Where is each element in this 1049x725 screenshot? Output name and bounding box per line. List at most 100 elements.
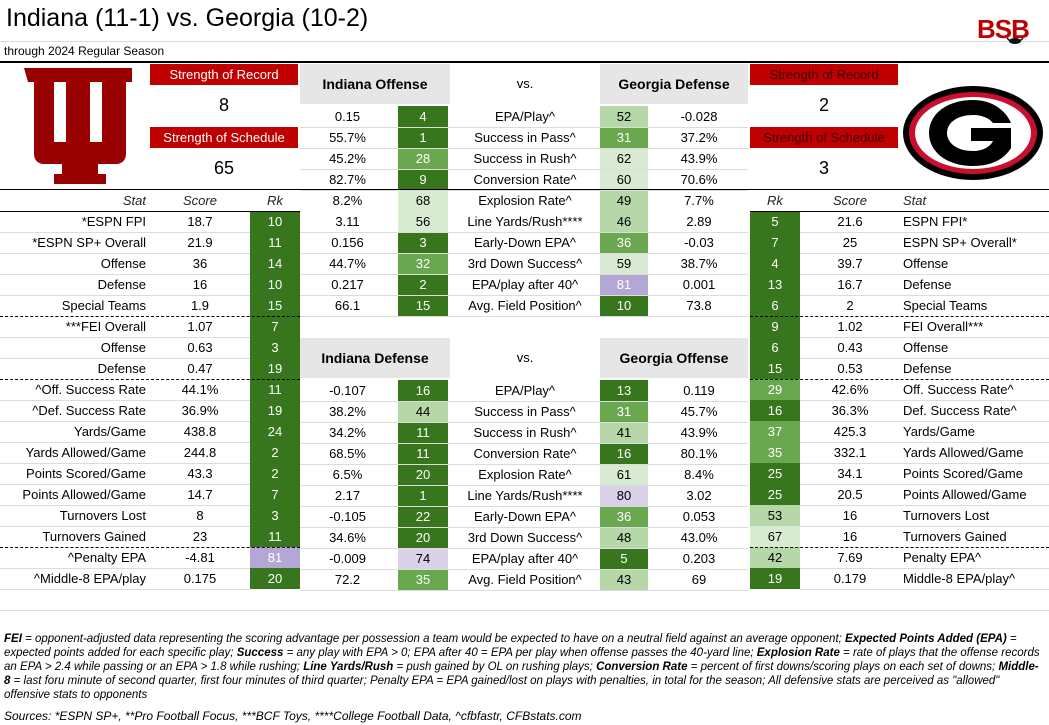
indiana-stat-label: Turnovers Lost: [59, 508, 146, 523]
footnote-segment: Middle-8: [4, 661, 1039, 687]
page-subtitle: through 2024 Regular Season: [4, 44, 165, 58]
matchup-left-value: 38.2%: [329, 404, 366, 419]
row-divider: [800, 526, 1049, 527]
matchup-right-rank: 41: [600, 422, 648, 443]
footnote-segment: Conversion Rate: [596, 661, 688, 673]
matchup-right-value: 70.6%: [680, 172, 718, 187]
georgia-stat-score: 16.7: [837, 277, 863, 292]
matchup-left-value: 2.17: [334, 488, 361, 503]
georgia-stat-rank: 35: [750, 442, 800, 463]
indiana-stat-rank: 7: [250, 316, 300, 337]
footnote-segment: = any play with EPA > 0; EPA after 40 = …: [283, 647, 757, 659]
matchup-stat-label: Line Yards/Rush****: [467, 214, 583, 229]
georgia-stat-score: 2: [846, 298, 854, 313]
indiana-stat-score: 1.07: [187, 319, 213, 334]
row-divider: [300, 148, 748, 149]
matchup-left-rank: 1: [398, 127, 448, 148]
row-divider: [300, 443, 748, 444]
georgia-stat-score: 1.02: [837, 319, 863, 334]
georgia-stat-label: Special Teams: [903, 298, 988, 313]
row-divider: [0, 232, 250, 233]
matchup-right-value: 45.7%: [680, 404, 718, 419]
georgia-stat-header: Stat: [903, 193, 927, 208]
indiana-stat-label: *ESPN FPI: [81, 214, 146, 229]
indiana-sos-value: 65: [213, 158, 235, 178]
matchup-right-value: -0.03: [684, 235, 714, 250]
matchup-left-rank: 68: [398, 190, 448, 211]
row-divider: [300, 127, 748, 128]
matchup-stat-label: Early-Down EPA^: [474, 235, 576, 250]
indiana-stat-label: ^Def. Success Rate: [32, 403, 146, 418]
matchup-stat-label: Success in Rush^: [473, 425, 577, 440]
matchup-left-value: 82.7%: [329, 172, 366, 187]
bsb-logo-text: BSB: [977, 14, 1029, 44]
georgia-stat-score: 42.6%: [831, 382, 869, 397]
indiana-stat-label: Special Teams: [61, 298, 146, 313]
row-divider: [0, 189, 1049, 190]
matchup-left-value: -0.105: [329, 509, 366, 524]
matchup-stat-label: Conversion Rate^: [473, 172, 577, 187]
matchup-right-value: 0.119: [683, 383, 715, 398]
row-divider: [0, 253, 250, 254]
matchup-right-rank: 49: [600, 190, 648, 211]
indiana-stat-score: 16: [192, 277, 208, 292]
indiana-stat-rank: 24: [250, 421, 300, 442]
indiana-stat-rank: 20: [250, 568, 300, 589]
row-divider: [0, 526, 250, 527]
row-divider: [750, 547, 1049, 548]
indiana-stat-rank: 11: [250, 526, 300, 547]
georgia-stat-label: Points Allowed/Game: [903, 487, 1027, 502]
vs-label-top: vs.: [516, 76, 534, 91]
indiana-stat-rank: 19: [250, 400, 300, 421]
row-divider: [0, 274, 250, 275]
row-divider: [0, 421, 250, 422]
matchup-stat-label: EPA/play after 40^: [471, 551, 579, 566]
indiana-stat-score: 44.1%: [181, 382, 219, 397]
matchup-stat-label: Early-Down EPA^: [474, 509, 576, 524]
georgia-stat-rank: 25: [750, 484, 800, 505]
georgia-rk-header: Rk: [767, 193, 783, 208]
matchup-right-rank: 61: [600, 464, 648, 485]
footnote-segment: = rate of plays that the offense records…: [4, 647, 1040, 673]
georgia-sor-label: Strength of Record: [750, 64, 898, 85]
row-divider: [300, 253, 748, 254]
indiana-stat-rank: 3: [250, 505, 300, 526]
footnote-segment: = last foru minute of second quarter, fi…: [4, 675, 1000, 701]
indiana-stat-label: *ESPN SP+ Overall: [32, 235, 146, 250]
row-divider: [800, 421, 1049, 422]
matchup-stat-label: Conversion Rate^: [473, 446, 577, 461]
footnote-segment: FEI: [4, 633, 22, 645]
georgia-stat-label: Yards/Game: [903, 424, 976, 439]
georgia-stat-label: ESPN FPI*: [903, 214, 968, 229]
georgia-stat-score: 7.69: [837, 550, 863, 565]
matchup-stat-label: EPA/play after 40^: [471, 277, 579, 292]
matchup-left-rank: 32: [398, 253, 448, 274]
matchup-right-rank: 36: [600, 506, 648, 527]
indiana-sos-label: Strength of Schedule: [150, 127, 298, 148]
matchup-stat-label: Success in Pass^: [474, 404, 576, 419]
georgia-logo: [903, 86, 1043, 180]
indiana-stat-label: Defense: [97, 277, 146, 292]
georgia-stat-rank: 19: [750, 568, 800, 589]
row-divider: [0, 316, 300, 317]
row-divider: [300, 422, 748, 423]
georgia-stat-label: Yards Allowed/Game: [903, 445, 1024, 460]
row-divider: [800, 358, 1049, 359]
matchup-right-value: 7.7%: [684, 193, 714, 208]
footnote-segment: Line Yards/Rush: [303, 661, 394, 673]
matchup-right-rank: 60: [600, 169, 648, 190]
row-divider: [800, 463, 1049, 464]
matchup-left-value: 8.2%: [332, 193, 363, 208]
indiana-offense-header: Indiana Offense: [300, 64, 450, 104]
matchup-right-rank: 81: [600, 274, 648, 295]
row-divider: [800, 274, 1049, 275]
row-divider: [0, 463, 250, 464]
indiana-stat-label: Points Scored/Game: [26, 466, 146, 481]
header-divider: [0, 61, 1049, 63]
georgia-stat-label: Def. Success Rate^: [903, 403, 1017, 418]
indiana-stat-score: 36.9%: [181, 403, 219, 418]
georgia-sor-value: 2: [818, 95, 829, 115]
matchup-right-value: 43.9%: [680, 425, 718, 440]
row-divider: [300, 295, 748, 296]
row-divider: [750, 379, 1049, 380]
